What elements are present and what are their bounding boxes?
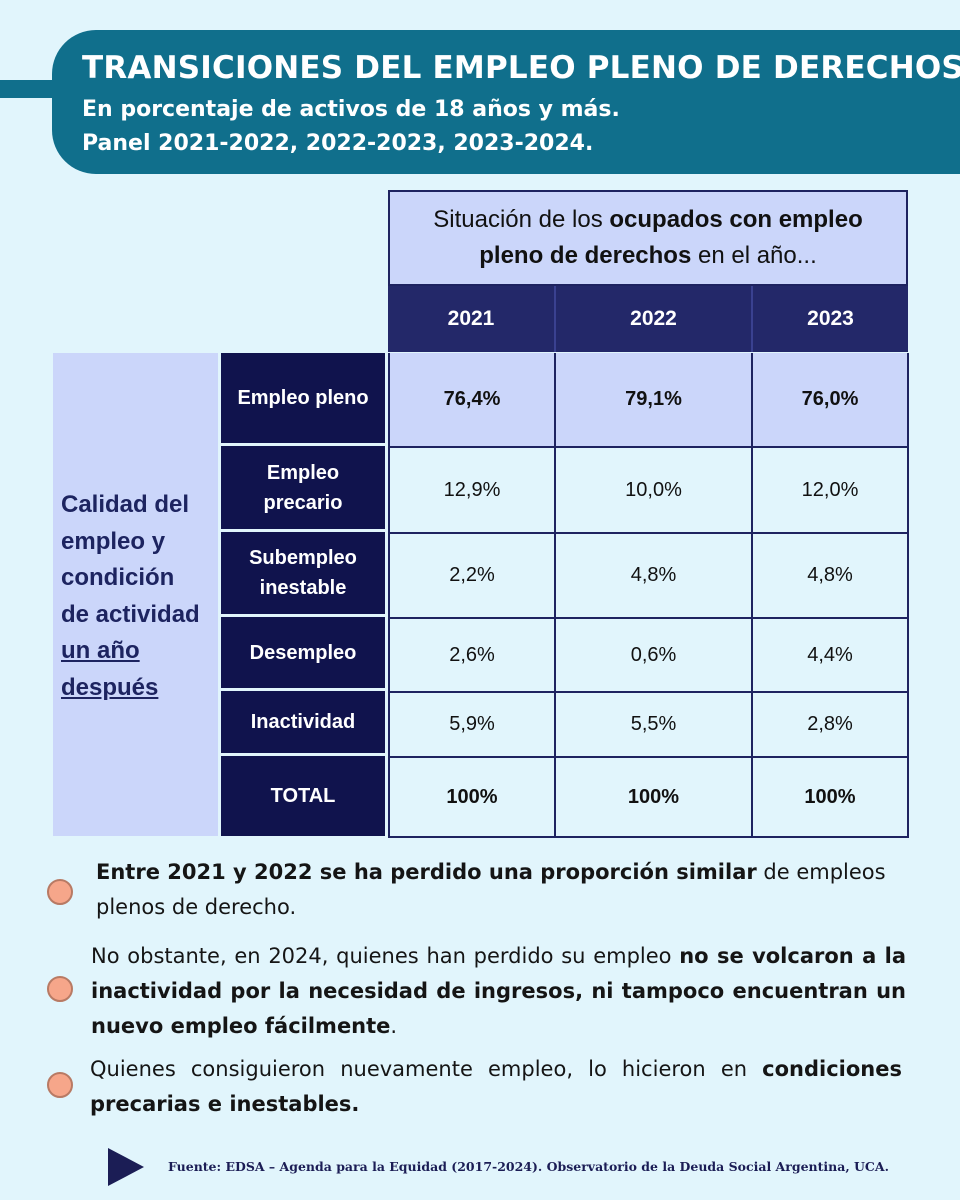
year-header-row: 2021 2022 2023 bbox=[388, 286, 908, 352]
table-row: 2,6% 0,6% 4,4% bbox=[390, 617, 907, 691]
table-cell: 4,8% bbox=[751, 534, 907, 617]
table-row: 76,4% 79,1% 76,0% bbox=[390, 353, 907, 446]
row-label: Empleo pleno bbox=[221, 353, 385, 446]
page-subtitle-panel: Panel 2021-2022, 2022-2023, 2023-2024. bbox=[82, 131, 594, 156]
table-cell: 0,6% bbox=[554, 619, 751, 691]
note-paragraph: Quienes consiguieron nuevamente empleo, … bbox=[90, 1057, 902, 1116]
page-title: TRANSICIONES DEL EMPLEO PLENO DE DERECHO… bbox=[82, 50, 960, 86]
table-head-text: Situación de los bbox=[433, 206, 610, 233]
table-cell: 4,4% bbox=[751, 619, 907, 691]
table-cell: 100% bbox=[554, 758, 751, 836]
row-group-label: Calidad del empleo y condición de activi… bbox=[53, 353, 218, 836]
row-label: Subempleo inestable bbox=[221, 532, 385, 617]
table-row: 5,9% 5,5% 2,8% bbox=[390, 691, 907, 756]
page-subtitle: En porcentaje de activos de 18 años y má… bbox=[82, 97, 620, 122]
table-cell: 4,8% bbox=[554, 534, 751, 617]
note-paragraph: No obstante, en 2024, quienes han perdid… bbox=[91, 944, 906, 1038]
row-label: Desempleo bbox=[221, 617, 385, 691]
table-row-total: 100% 100% 100% bbox=[390, 756, 907, 836]
table-row: 12,9% 10,0% 12,0% bbox=[390, 446, 907, 532]
data-table: 76,4% 79,1% 76,0% 12,9% 10,0% 12,0% 2,2%… bbox=[388, 353, 909, 838]
row-label: Inactividad bbox=[221, 691, 385, 756]
table-cell: 79,1% bbox=[554, 353, 751, 446]
play-arrow-icon bbox=[108, 1148, 144, 1186]
header-banner: TRANSICIONES DEL EMPLEO PLENO DE DERECHO… bbox=[52, 30, 960, 174]
table-cell: 76,4% bbox=[443, 388, 501, 410]
bullet-icon bbox=[47, 1072, 73, 1098]
year-header-cell: 2021 bbox=[388, 286, 554, 352]
bullet-icon bbox=[47, 879, 73, 905]
table-cell: 10,0% bbox=[554, 448, 751, 532]
table-cell: 100% bbox=[446, 785, 498, 808]
source-citation: Fuente: EDSA – Agenda para la Equidad (2… bbox=[168, 1159, 889, 1174]
table-cell: 2,8% bbox=[751, 693, 907, 756]
table-row: 2,2% 4,8% 4,8% bbox=[390, 532, 907, 617]
table-cell: 5,5% bbox=[554, 693, 751, 756]
table-cell: 100% bbox=[751, 758, 907, 836]
table-head-bold: ocupados con empleo pleno de derechos bbox=[479, 206, 863, 269]
table-cell: 76,0% bbox=[751, 353, 907, 446]
table-column-header: Situación de los ocupados con empleo ple… bbox=[388, 190, 908, 286]
year-header-cell: 2023 bbox=[751, 286, 908, 352]
row-label: TOTAL bbox=[221, 756, 385, 836]
table-cell: 12,0% bbox=[751, 448, 907, 532]
note-paragraph: Entre 2021 y 2022 se ha perdido una prop… bbox=[96, 860, 886, 919]
table-cell: 2,6% bbox=[449, 643, 495, 666]
table-cell: 2,2% bbox=[449, 564, 495, 586]
table-cell: 5,9% bbox=[449, 713, 495, 735]
row-labels-column: Empleo pleno Empleo precario Subempleo i… bbox=[221, 353, 385, 836]
table-cell: 12,9% bbox=[443, 478, 501, 501]
table-head-text-end: en el año... bbox=[691, 242, 817, 269]
row-label: Empleo precario bbox=[221, 446, 385, 532]
bullet-icon bbox=[47, 976, 73, 1002]
year-header-cell: 2022 bbox=[554, 286, 751, 352]
